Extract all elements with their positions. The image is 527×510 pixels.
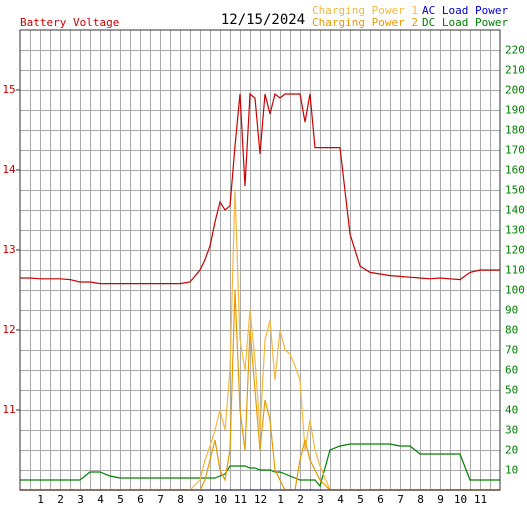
legend-label: Charging Power 1	[312, 4, 418, 17]
x-tick-label: 7	[397, 493, 404, 506]
y-tick-label: 12	[2, 323, 15, 336]
plot-frame	[19, 29, 501, 491]
x-tick-label: 2	[57, 493, 64, 506]
y2-tick-label: 200	[505, 84, 525, 97]
x-tick-label: 2	[297, 493, 304, 506]
y2-tick-label: 170	[505, 144, 525, 157]
legend-label: AC Load Power	[422, 4, 508, 17]
legend-label: DC Load Power	[422, 16, 508, 29]
x-tick-label: 11	[474, 493, 487, 506]
y2-tick-label: 210	[505, 64, 525, 77]
x-tick-label: 4	[97, 493, 104, 506]
y2-tick-label: 70	[505, 344, 518, 357]
grid	[20, 30, 500, 490]
x-tick-label: 5	[357, 493, 364, 506]
x-tick-label: 6	[137, 493, 144, 506]
x-tick-label: 4	[337, 493, 344, 506]
series-line	[20, 443, 500, 488]
y2-tick-label: 110	[505, 264, 525, 277]
y2-tick-label: 220	[505, 44, 525, 57]
y2-tick-label: 30	[505, 424, 518, 437]
x-tick-label: 11	[234, 493, 247, 506]
x-tick-label: 7	[157, 493, 164, 506]
x-tick-label: 8	[417, 493, 424, 506]
y-axis-label: Battery Voltage	[20, 16, 119, 29]
y2-tick-label: 140	[505, 204, 525, 217]
x-tick-label: 3	[317, 493, 324, 506]
legend-label: Charging Power 2	[312, 16, 418, 29]
x-tick-label: 6	[377, 493, 384, 506]
x-tick-label: 8	[177, 493, 184, 506]
x-tick-label: 1	[37, 493, 44, 506]
y2-tick-label: 190	[505, 104, 525, 117]
x-tick-label: 1	[277, 493, 284, 506]
y-tick-label: 13	[2, 243, 15, 256]
y2-tick-label: 20	[505, 444, 518, 457]
y-tick-label: 11	[2, 403, 15, 416]
y2-tick-label: 50	[505, 384, 518, 397]
y2-tick-label: 60	[505, 364, 518, 377]
y2-tick-label: 130	[505, 224, 525, 237]
x-tick-label: 10	[454, 493, 467, 506]
x-tick-label: 12	[254, 493, 267, 506]
y2-tick-label: 150	[505, 184, 525, 197]
y2-tick-label: 160	[505, 164, 525, 177]
y2-tick-label: 100	[505, 284, 525, 297]
chart-title: 12/15/2024	[221, 12, 305, 28]
axes: 1 2 3 4 5 6 7 8 9 10 11 12 1 2 3 4 5 6 7 8 9 10 11102030405060…	[2, 44, 525, 507]
y-tick-label: 14	[2, 163, 16, 176]
series-line	[20, 92, 500, 285]
x-tick-label: 3	[77, 493, 84, 506]
y2-tick-label: 90	[505, 304, 518, 317]
y2-tick-label: 10	[505, 464, 518, 477]
y2-tick-label: 180	[505, 124, 525, 137]
x-tick-label: 9	[437, 493, 444, 506]
x-tick-label: 9	[197, 493, 204, 506]
y2-tick-label: 40	[505, 404, 518, 417]
y2-tick-label: 120	[505, 244, 525, 257]
y2-tick-label: 80	[505, 324, 518, 337]
y-tick-label: 15	[2, 83, 15, 96]
x-tick-label: 10	[214, 493, 227, 506]
x-tick-label: 5	[117, 493, 124, 506]
